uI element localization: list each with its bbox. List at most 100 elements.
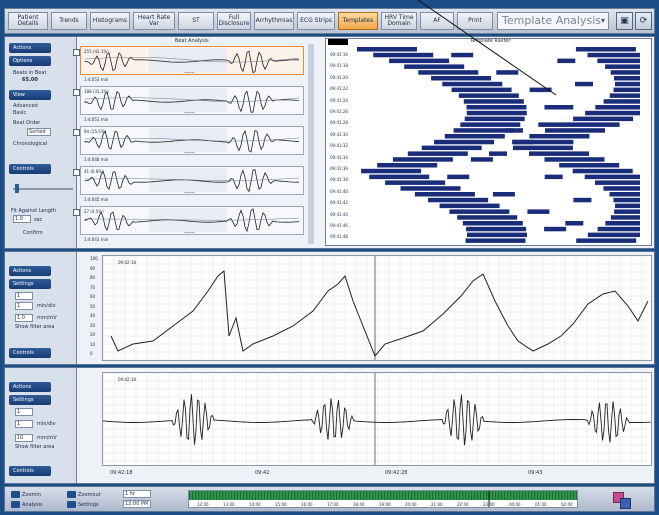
zoomout-button[interactable]: Zoomout <box>67 491 101 498</box>
ecg-scale-input[interactable]: 1 <box>15 408 33 416</box>
template-count: 27 (4.5%) <box>84 209 104 214</box>
timeline-stripe <box>480 491 482 500</box>
full-disclosure-button[interactable]: Full Disclosure <box>217 12 251 30</box>
raster-band <box>369 174 430 180</box>
refresh-icon[interactable]: ⟳ <box>635 12 652 30</box>
view-item-advanced[interactable]: Advanced <box>13 103 38 109</box>
options-button[interactable]: Options <box>9 56 51 66</box>
template-checkbox[interactable] <box>73 209 80 216</box>
timeline-stripe <box>417 491 419 500</box>
trend-show-label[interactable]: Show filter area <box>15 324 55 330</box>
af-button[interactable]: AF <box>420 12 454 30</box>
trend-controls-button[interactable]: Controls <box>9 348 51 358</box>
timeline-stripe <box>540 491 542 500</box>
timeline-tick: 19:00 <box>379 502 391 507</box>
controls-button[interactable]: Controls <box>9 164 51 174</box>
timeline-stripe <box>303 491 305 500</box>
ecg-gain-input[interactable]: 10 <box>15 434 33 442</box>
st-button[interactable]: ST <box>178 12 214 30</box>
templates-scrollbar[interactable] <box>308 44 314 244</box>
time-select[interactable]: 12:00 PM <box>123 500 151 508</box>
raster-band <box>453 128 514 133</box>
raster-band <box>529 134 590 139</box>
ecg-settings-button[interactable]: Settings <box>9 395 51 405</box>
trend-actions-button[interactable]: Actions <box>9 266 51 276</box>
trend-chart[interactable] <box>103 256 651 360</box>
raster-band <box>407 151 468 156</box>
ecg-chart[interactable] <box>103 373 651 465</box>
timeline-tick: 13:00 <box>223 502 235 507</box>
template-item[interactable]: 94 (15.5%)1:4:048 minBeat <box>73 126 304 162</box>
raster-band <box>389 58 450 64</box>
trend-scale-input-2[interactable]: 1 <box>15 302 33 310</box>
view-item-chronological[interactable]: Chronological <box>13 141 48 147</box>
ecg-actions-button[interactable]: Actions <box>9 382 51 392</box>
zoomout-label: Zoomout <box>78 491 101 498</box>
timeline-plot[interactable]: 12:00 13:00 14:00 15:00 16:00 17:00 18:00 19:00… <box>189 491 577 507</box>
patient-details-button[interactable]: Patient Details <box>8 12 48 30</box>
template-item[interactable]: 188 (31.1%)1:4:051 minBeat <box>73 86 304 122</box>
ecg-controls-button[interactable]: Controls <box>9 466 51 476</box>
arrhythmias-button[interactable]: Arrhythmias <box>254 12 294 30</box>
ecg-timestamp: 09:42:18 <box>118 377 136 382</box>
template-item[interactable]: 27 (4.5%)1:4:043 minBeat <box>73 206 304 242</box>
trend-settings-button[interactable]: Settings <box>9 279 51 289</box>
slider-handle[interactable] <box>15 184 19 193</box>
template-checkbox[interactable] <box>73 129 80 136</box>
hrv-time-domain-button[interactable]: HRV Time Domain <box>381 12 417 30</box>
template-mean-trace <box>84 137 300 142</box>
template-checkbox[interactable] <box>73 49 80 56</box>
template-item[interactable]: 255 (42.1%)1:4:053 minBeat <box>73 46 304 82</box>
trend-gain-input[interactable]: 1.0 <box>15 314 33 322</box>
ecg-scale-input-2[interactable]: 1 <box>15 420 33 428</box>
confirm-link[interactable]: Confirm <box>23 230 43 236</box>
ecg-strips-button[interactable]: ECG Strips <box>297 12 335 30</box>
analysis-button[interactable]: Analysis <box>11 501 43 508</box>
raster-band <box>465 238 526 243</box>
raster-band <box>610 70 640 75</box>
trends-button[interactable]: Trends <box>51 12 87 30</box>
timeline-stripe <box>363 491 365 500</box>
zoom-select[interactable]: 1 hr <box>123 490 151 498</box>
actions-button[interactable]: Actions <box>9 43 51 53</box>
raster-band <box>557 58 576 64</box>
settings-button[interactable]: Settings <box>67 501 99 508</box>
template-checkbox[interactable] <box>73 169 80 176</box>
template-item[interactable]: 41 (6.8%)1:4:045 minBeat <box>73 166 304 202</box>
view-select[interactable]: Template Analysis ▾ <box>497 12 609 30</box>
raster-row-label: 09:41:26 <box>330 109 348 114</box>
raster-band <box>462 221 523 226</box>
view-button[interactable]: View <box>9 90 51 100</box>
timeline-stripe <box>189 491 191 500</box>
ecg-x-tick-3: 09:43 <box>528 470 543 476</box>
count-label: Beats in Beat <box>13 70 47 76</box>
template-checkbox[interactable] <box>73 89 80 96</box>
timeline-tick: 22:00 <box>457 502 469 507</box>
timeline-stripe <box>321 491 323 500</box>
histograms-button[interactable]: Histograms <box>90 12 130 30</box>
timeline-stripe <box>399 491 401 500</box>
view-item-basic[interactable]: Basic <box>13 110 27 116</box>
raster-band <box>609 192 640 197</box>
length-input[interactable]: 1.0 <box>13 215 31 223</box>
zoomin-button[interactable]: Zoomin <box>11 491 41 498</box>
sort-select[interactable]: Sorted <box>27 128 51 136</box>
timeline-stripe <box>429 491 431 500</box>
raster-row-label: 09:41:24 <box>330 97 348 103</box>
raster-band <box>505 128 523 133</box>
timeline-stripe <box>234 491 236 500</box>
trend-scale-input[interactable]: 1 <box>15 292 33 300</box>
ecg-show-label[interactable]: Show filter area <box>15 444 55 450</box>
print-button[interactable]: Print <box>457 12 493 30</box>
raster-band <box>466 110 527 116</box>
save-icon[interactable]: ▣ <box>616 12 633 30</box>
raster-row-label: 09:41:40 <box>330 188 348 194</box>
raster-plot[interactable] <box>355 47 640 243</box>
settings-icon <box>67 501 76 508</box>
slider-track[interactable] <box>13 188 73 190</box>
template-mean-trace <box>84 177 300 181</box>
templates-button[interactable]: Templates <box>338 12 378 30</box>
heart-rate-var-button[interactable]: Heart Rate Var <box>133 12 175 30</box>
template-trace <box>84 50 299 74</box>
timeline-stripe <box>522 491 524 500</box>
